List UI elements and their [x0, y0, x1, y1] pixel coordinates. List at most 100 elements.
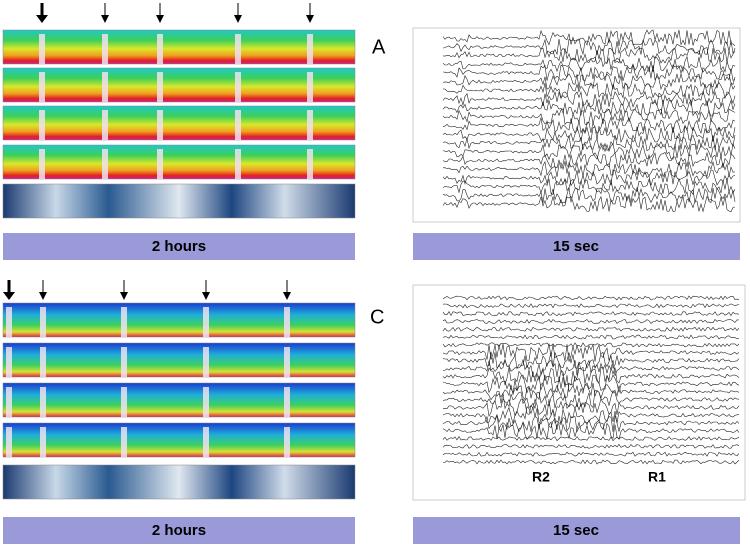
eeg-trace	[442, 382, 740, 401]
spike	[284, 307, 290, 337]
eeg-trace	[442, 342, 740, 348]
eeg-trace	[442, 29, 736, 47]
spike	[235, 72, 241, 102]
eeg-trace	[442, 187, 736, 204]
annotation: R2	[532, 469, 550, 485]
spectrogram-row	[2, 422, 356, 458]
spectrogram-row	[2, 342, 356, 378]
eeg-trace	[442, 319, 740, 324]
spike	[157, 34, 163, 64]
eeg-trace	[442, 421, 740, 441]
spectrogram-row	[2, 144, 356, 180]
spectrogram-row	[2, 67, 356, 103]
spike	[40, 307, 46, 337]
eeg-trace	[442, 38, 736, 56]
spike	[284, 347, 290, 377]
spike	[121, 307, 127, 337]
eeg-trace	[442, 64, 736, 82]
spike	[307, 149, 313, 179]
spike	[284, 427, 290, 457]
arrow-head	[283, 292, 291, 300]
caption: 15 sec	[553, 238, 599, 255]
spike	[6, 307, 12, 337]
eeg-trace	[442, 72, 736, 91]
eeg-c	[412, 284, 746, 501]
eeg-trace	[442, 195, 736, 213]
spike	[40, 387, 46, 417]
arrow-head	[156, 15, 164, 23]
spike	[102, 72, 108, 102]
caption: 2 hours	[152, 522, 206, 539]
eeg-trace	[442, 451, 740, 457]
eeg-a	[412, 27, 741, 223]
caption-bar	[413, 517, 740, 544]
arrow-head	[234, 15, 242, 23]
spectrogram-row	[2, 29, 356, 65]
eeg-trace	[442, 90, 736, 108]
spike	[39, 72, 45, 102]
spike	[203, 307, 209, 337]
eeg-trace	[442, 334, 740, 340]
eeg-trace	[442, 126, 736, 144]
spike	[121, 347, 127, 377]
eeg-trace	[442, 390, 740, 410]
annotation: R1	[648, 469, 666, 485]
panel-label: C	[370, 306, 384, 328]
eeg-trace	[442, 98, 736, 117]
spike	[235, 34, 241, 64]
spike	[102, 110, 108, 140]
spike	[39, 34, 45, 64]
spike	[284, 387, 290, 417]
spike	[6, 387, 12, 417]
eeg-trace	[442, 303, 740, 309]
spike	[40, 347, 46, 377]
spectrogram-row	[2, 302, 356, 338]
spike	[235, 149, 241, 179]
eeg-trace	[442, 55, 736, 73]
spike	[235, 110, 241, 140]
eeg-trace	[442, 366, 740, 386]
eeg-trace	[442, 415, 740, 433]
spike	[307, 34, 313, 64]
eeg-trace	[442, 343, 740, 362]
spike	[121, 387, 127, 417]
arrow-head	[36, 15, 48, 23]
spectrogram-row	[2, 464, 356, 500]
spike	[39, 149, 45, 179]
caption: 15 sec	[553, 522, 599, 539]
spike	[157, 72, 163, 102]
spike	[102, 149, 108, 179]
spike	[203, 387, 209, 417]
spectrogram-row	[2, 382, 356, 418]
caption: 2 hours	[152, 238, 206, 255]
spike	[157, 110, 163, 140]
spike	[102, 34, 108, 64]
eeg-trace	[442, 351, 740, 370]
eeg-trace	[442, 436, 740, 442]
arrow-head	[3, 292, 15, 300]
eeg-trace	[442, 398, 740, 418]
eeg-trace	[442, 116, 736, 134]
spike	[307, 110, 313, 140]
caption-bar	[413, 233, 740, 260]
eeg-trace	[442, 311, 740, 317]
spike	[40, 427, 46, 457]
caption-bar	[3, 233, 355, 260]
eeg-trace	[442, 81, 736, 100]
eeg-trace	[442, 326, 740, 332]
spike	[203, 427, 209, 457]
spectrogram-row	[2, 105, 356, 141]
arrow-head	[39, 292, 47, 300]
eeg-trace	[442, 443, 740, 449]
spike	[121, 427, 127, 457]
eeg-trace	[443, 459, 740, 465]
spike	[39, 110, 45, 140]
arrow-head	[101, 15, 109, 23]
eeg-trace	[442, 295, 740, 301]
arrow-head	[202, 292, 210, 300]
eeg-trace	[442, 108, 736, 125]
eeg-trace	[442, 142, 736, 161]
eeg-trace	[442, 160, 736, 178]
spike	[157, 149, 163, 179]
caption-bar	[3, 517, 355, 544]
